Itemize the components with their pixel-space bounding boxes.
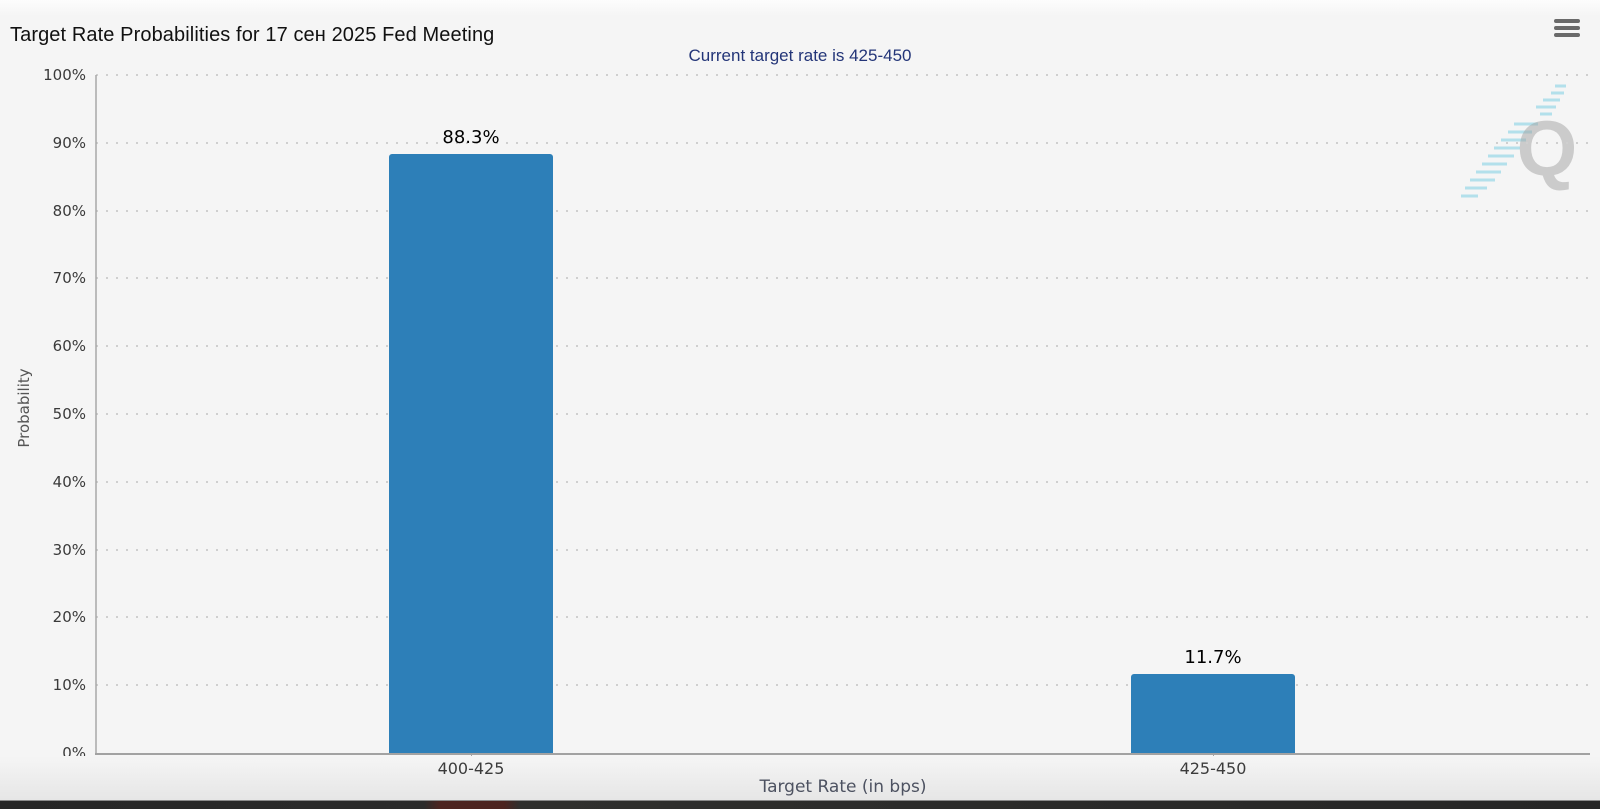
hamburger-icon [1554,33,1580,37]
x-category-label-425-450: 425-450 [1179,759,1247,778]
bar-value-label-400-425: 88.3% [442,127,500,149]
x-axis-line [95,753,1590,755]
gridline-100% [96,74,1590,76]
footer-gradient [0,756,1600,800]
watermark-q-letter: Q [1517,104,1578,192]
y-tick-label-70%: 70% [52,269,86,288]
y-tick-label-100%: 100% [43,66,86,84]
bar-400-425[interactable] [389,154,553,753]
y-tick-label-20%: 20% [52,608,86,627]
chart-context-menu-button[interactable] [1554,15,1584,41]
y-tick-label-50%: 50% [52,405,86,423]
x-category-label-400-425: 400-425 [437,759,505,778]
hamburger-icon [1554,26,1580,30]
gridline-90% [96,141,1590,144]
page-title: Target Rate Probabilities for 17 сен 202… [10,24,495,47]
gridline-50% [96,413,1590,415]
y-tick-label-40%: 40% [52,472,86,491]
hamburger-icon [1554,19,1580,23]
y-tick-label-60%: 60% [52,337,86,356]
gridline-70% [96,277,1590,280]
y-tick-label-80%: 80% [52,201,86,220]
quikstrike-watermark-logo: Q [1461,84,1578,198]
bar-425-450[interactable] [1131,673,1295,753]
y-axis-line [95,75,97,755]
bar-value-label-425-450: 11.7% [1184,646,1242,668]
gridline-60% [96,345,1590,348]
gridline-40% [96,480,1590,483]
y-tick-label-30%: 30% [52,540,86,559]
y-tick-label-10%: 10% [52,676,86,695]
gridline-20% [96,616,1590,619]
chart-subtitle: Current target rate is 425-450 [688,46,912,65]
window-bottom-edge [0,800,1600,809]
gridline-10% [96,684,1590,687]
x-axis-title: Target Rate (in bps) [759,777,927,797]
gridline-30% [96,548,1590,551]
y-tick-label-90%: 90% [52,133,86,152]
gridline-80% [96,209,1590,212]
